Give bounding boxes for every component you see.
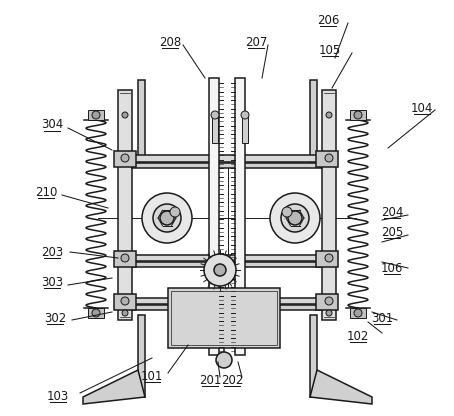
Circle shape bbox=[270, 193, 320, 243]
Circle shape bbox=[325, 297, 333, 305]
Bar bbox=[322, 90, 336, 320]
Bar bbox=[114, 251, 136, 267]
Bar bbox=[310, 315, 317, 397]
Bar bbox=[310, 80, 317, 162]
Bar bbox=[235, 78, 245, 355]
Bar bbox=[132, 163, 322, 168]
Text: 206: 206 bbox=[317, 13, 339, 27]
Text: 203: 203 bbox=[41, 245, 63, 258]
Circle shape bbox=[170, 207, 180, 217]
Circle shape bbox=[326, 112, 332, 118]
Circle shape bbox=[121, 297, 129, 305]
Text: 207: 207 bbox=[245, 35, 267, 49]
Circle shape bbox=[92, 309, 100, 317]
Polygon shape bbox=[310, 370, 372, 404]
Circle shape bbox=[216, 352, 232, 368]
Circle shape bbox=[326, 310, 332, 316]
Circle shape bbox=[92, 111, 100, 119]
Text: 204: 204 bbox=[381, 206, 403, 218]
Bar bbox=[316, 151, 338, 167]
Circle shape bbox=[122, 112, 128, 118]
Text: 302: 302 bbox=[44, 312, 66, 324]
Text: 101: 101 bbox=[141, 369, 163, 382]
Bar bbox=[316, 251, 338, 267]
Bar bbox=[316, 294, 338, 310]
Text: 205: 205 bbox=[381, 225, 403, 238]
Bar bbox=[242, 115, 248, 143]
Circle shape bbox=[211, 111, 219, 119]
Circle shape bbox=[282, 207, 292, 217]
Circle shape bbox=[214, 264, 226, 276]
Text: 106: 106 bbox=[381, 262, 403, 275]
Bar bbox=[132, 262, 322, 267]
Circle shape bbox=[354, 111, 362, 119]
Bar bbox=[132, 155, 322, 162]
Bar bbox=[350, 110, 366, 120]
Bar bbox=[132, 255, 322, 261]
Circle shape bbox=[325, 254, 333, 262]
Text: 303: 303 bbox=[41, 275, 63, 289]
Bar bbox=[132, 305, 322, 310]
Text: 105: 105 bbox=[319, 44, 341, 57]
Bar bbox=[212, 115, 218, 143]
Circle shape bbox=[354, 309, 362, 317]
Circle shape bbox=[122, 310, 128, 316]
Text: 208: 208 bbox=[159, 35, 181, 49]
Bar bbox=[138, 80, 145, 162]
Bar bbox=[168, 288, 280, 348]
Text: 103: 103 bbox=[47, 389, 69, 403]
Bar bbox=[350, 308, 366, 318]
Polygon shape bbox=[83, 370, 145, 404]
Text: 202: 202 bbox=[221, 374, 243, 386]
Bar bbox=[132, 298, 322, 304]
Circle shape bbox=[288, 211, 302, 225]
Circle shape bbox=[121, 254, 129, 262]
Bar bbox=[114, 151, 136, 167]
Text: 201: 201 bbox=[199, 374, 221, 386]
Circle shape bbox=[160, 211, 174, 225]
Bar bbox=[88, 308, 104, 318]
Bar bbox=[171, 291, 277, 345]
Text: 102: 102 bbox=[347, 329, 369, 342]
Bar bbox=[114, 294, 136, 310]
Text: 304: 304 bbox=[41, 119, 63, 131]
Bar bbox=[88, 110, 104, 120]
Circle shape bbox=[153, 204, 181, 232]
Text: 104: 104 bbox=[411, 102, 433, 114]
Circle shape bbox=[281, 204, 309, 232]
Circle shape bbox=[204, 254, 236, 286]
Circle shape bbox=[241, 111, 249, 119]
Text: 301: 301 bbox=[371, 312, 393, 324]
Bar bbox=[118, 90, 132, 320]
Text: 210: 210 bbox=[35, 186, 57, 198]
Circle shape bbox=[142, 193, 192, 243]
Bar bbox=[138, 315, 145, 397]
Bar bbox=[209, 78, 219, 355]
Circle shape bbox=[325, 154, 333, 162]
Circle shape bbox=[121, 154, 129, 162]
